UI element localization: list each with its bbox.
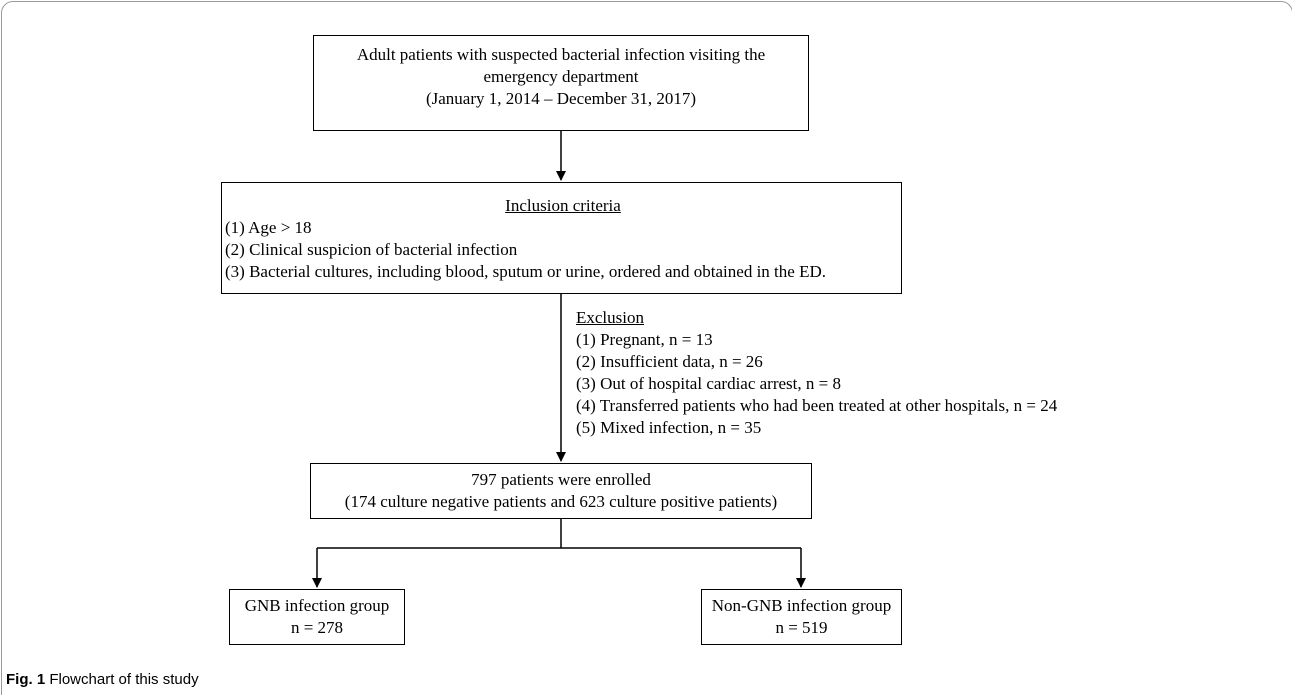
- non-gnb-group-title: Non-GNB infection group: [711, 596, 892, 615]
- gnb-group-count: n = 278: [290, 618, 344, 637]
- inclusion-heading: Inclusion criteria: [505, 196, 621, 215]
- gnb-group-title: GNB infection group: [244, 596, 390, 615]
- enrolled-box: 797 patients were enrolled (174 culture …: [310, 463, 812, 519]
- exclusion-item-4: (4) Transferred patients who had been tr…: [576, 396, 1058, 415]
- inclusion-item-3: (3) Bacterial cultures, including blood,…: [225, 262, 826, 281]
- exclusion-item-3: (3) Out of hospital cardiac arrest, n = …: [576, 374, 841, 393]
- start-box-line-1: Adult patients with suspected bacterial …: [356, 45, 766, 64]
- figure-caption: Fig. 1 Flowchart of this study: [6, 671, 199, 688]
- non-gnb-group-box: Non-GNB infection group n = 519: [701, 589, 902, 645]
- enrolled-line-2: (174 culture negative patients and 623 c…: [344, 492, 778, 511]
- start-box: Adult patients with suspected bacterial …: [313, 35, 809, 131]
- gnb-group-box: GNB infection group n = 278: [229, 589, 405, 645]
- exclusion-item-1: (1) Pregnant, n = 13: [576, 330, 713, 349]
- inclusion-criteria-box: Inclusion criteria (1) Age > 18 (2) Clin…: [221, 182, 902, 294]
- exclusion-heading: Exclusion: [576, 308, 644, 327]
- start-box-line-3: (January 1, 2014 – December 31, 2017): [425, 89, 697, 108]
- non-gnb-group-count: n = 519: [775, 618, 828, 637]
- exclusion-item-2: (2) Insufficient data, n = 26: [576, 352, 763, 371]
- inclusion-item-1: (1) Age > 18: [225, 218, 312, 237]
- start-box-line-2: emergency department: [483, 67, 639, 86]
- inclusion-item-2: (2) Clinical suspicion of bacterial infe…: [225, 240, 518, 259]
- exclusion-item-5: (5) Mixed infection, n = 35: [576, 418, 762, 437]
- caption-label: Fig. 1: [6, 671, 46, 688]
- caption-text: Flowchart of this study: [49, 671, 199, 688]
- exclusion-list: Exclusion (1) Pregnant, n = 13 (2) Insuf…: [576, 307, 1057, 439]
- enrolled-line-1: 797 patients were enrolled: [471, 470, 651, 489]
